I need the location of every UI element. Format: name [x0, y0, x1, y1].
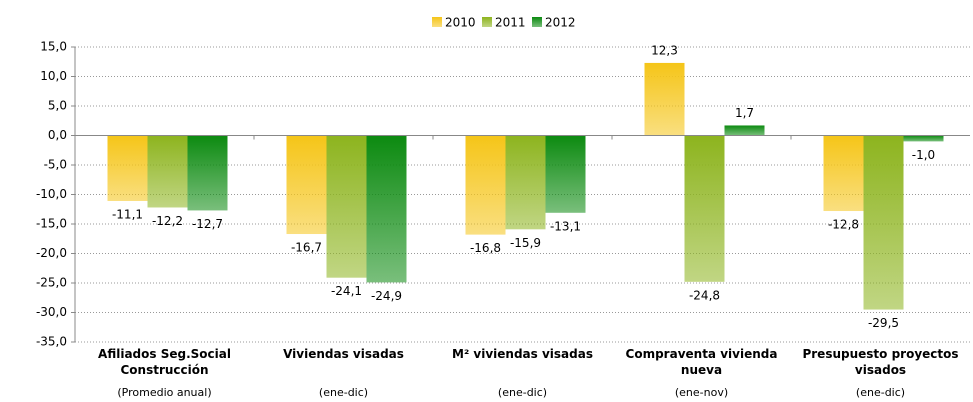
category-note: (Promedio anual) [117, 386, 212, 399]
value-label: -15,9 [510, 236, 541, 250]
legend-label: 2012 [545, 16, 576, 30]
bar [684, 135, 725, 282]
value-label: -12,8 [828, 218, 859, 232]
bar [505, 135, 546, 230]
bar [366, 135, 407, 283]
x-tick-label: Viviendas visadas [283, 347, 404, 361]
value-label: -1,0 [912, 148, 935, 162]
y-tick-label: -35,0 [36, 335, 67, 349]
bar [903, 135, 944, 142]
category-note: (ene-dic) [855, 386, 906, 399]
y-tick-label: -20,0 [36, 246, 67, 260]
x-tick-label: Presupuesto proyectos visados [802, 347, 959, 377]
bar [147, 135, 188, 208]
y-tick-label: -30,0 [36, 305, 67, 319]
bar [724, 125, 765, 136]
y-tick-label: 15,0 [40, 40, 67, 54]
value-label: -24,8 [689, 288, 720, 302]
legend-swatch [482, 17, 492, 27]
y-tick-label: 5,0 [48, 99, 67, 113]
value-label: -11,1 [112, 207, 143, 221]
value-label: -24,9 [371, 289, 402, 303]
bar [107, 135, 148, 201]
bar [545, 135, 586, 213]
y-tick-label: -5,0 [44, 158, 67, 172]
x-tick-label: M² viviendas visadas [452, 347, 593, 361]
bar [465, 135, 506, 235]
x-tick-label: Compraventa vivienda nueva [625, 347, 778, 377]
value-label: -16,7 [291, 241, 322, 255]
value-label: -16,8 [470, 241, 501, 255]
bar [187, 135, 228, 211]
value-label: 12,3 [651, 43, 678, 57]
value-label: 1,7 [735, 106, 754, 120]
bar [326, 135, 367, 278]
legend-label: 2011 [495, 16, 526, 30]
value-label: -12,2 [152, 214, 183, 228]
y-tick-label: -25,0 [36, 276, 67, 290]
y-tick-label: 10,0 [40, 69, 67, 83]
y-tick-label: -15,0 [36, 217, 67, 231]
value-label: -12,7 [192, 217, 223, 231]
x-tick-label: Afiliados Seg.Social Construcción [98, 347, 231, 377]
category-note: (ene-nov) [674, 386, 729, 399]
bar [823, 135, 864, 212]
bar [644, 62, 685, 136]
value-label: -13,1 [550, 219, 581, 233]
legend-label: 2010 [445, 16, 476, 30]
category-note: (ene-dic) [497, 386, 548, 399]
bar [863, 135, 904, 310]
y-tick-label: 0,0 [48, 128, 67, 142]
legend-swatch [532, 17, 542, 27]
category-note: (ene-dic) [318, 386, 369, 399]
value-label: -24,1 [331, 284, 362, 298]
value-label: -29,5 [868, 316, 899, 330]
y-tick-label: -10,0 [36, 187, 67, 201]
legend-swatch [432, 17, 442, 27]
bar [286, 135, 327, 235]
